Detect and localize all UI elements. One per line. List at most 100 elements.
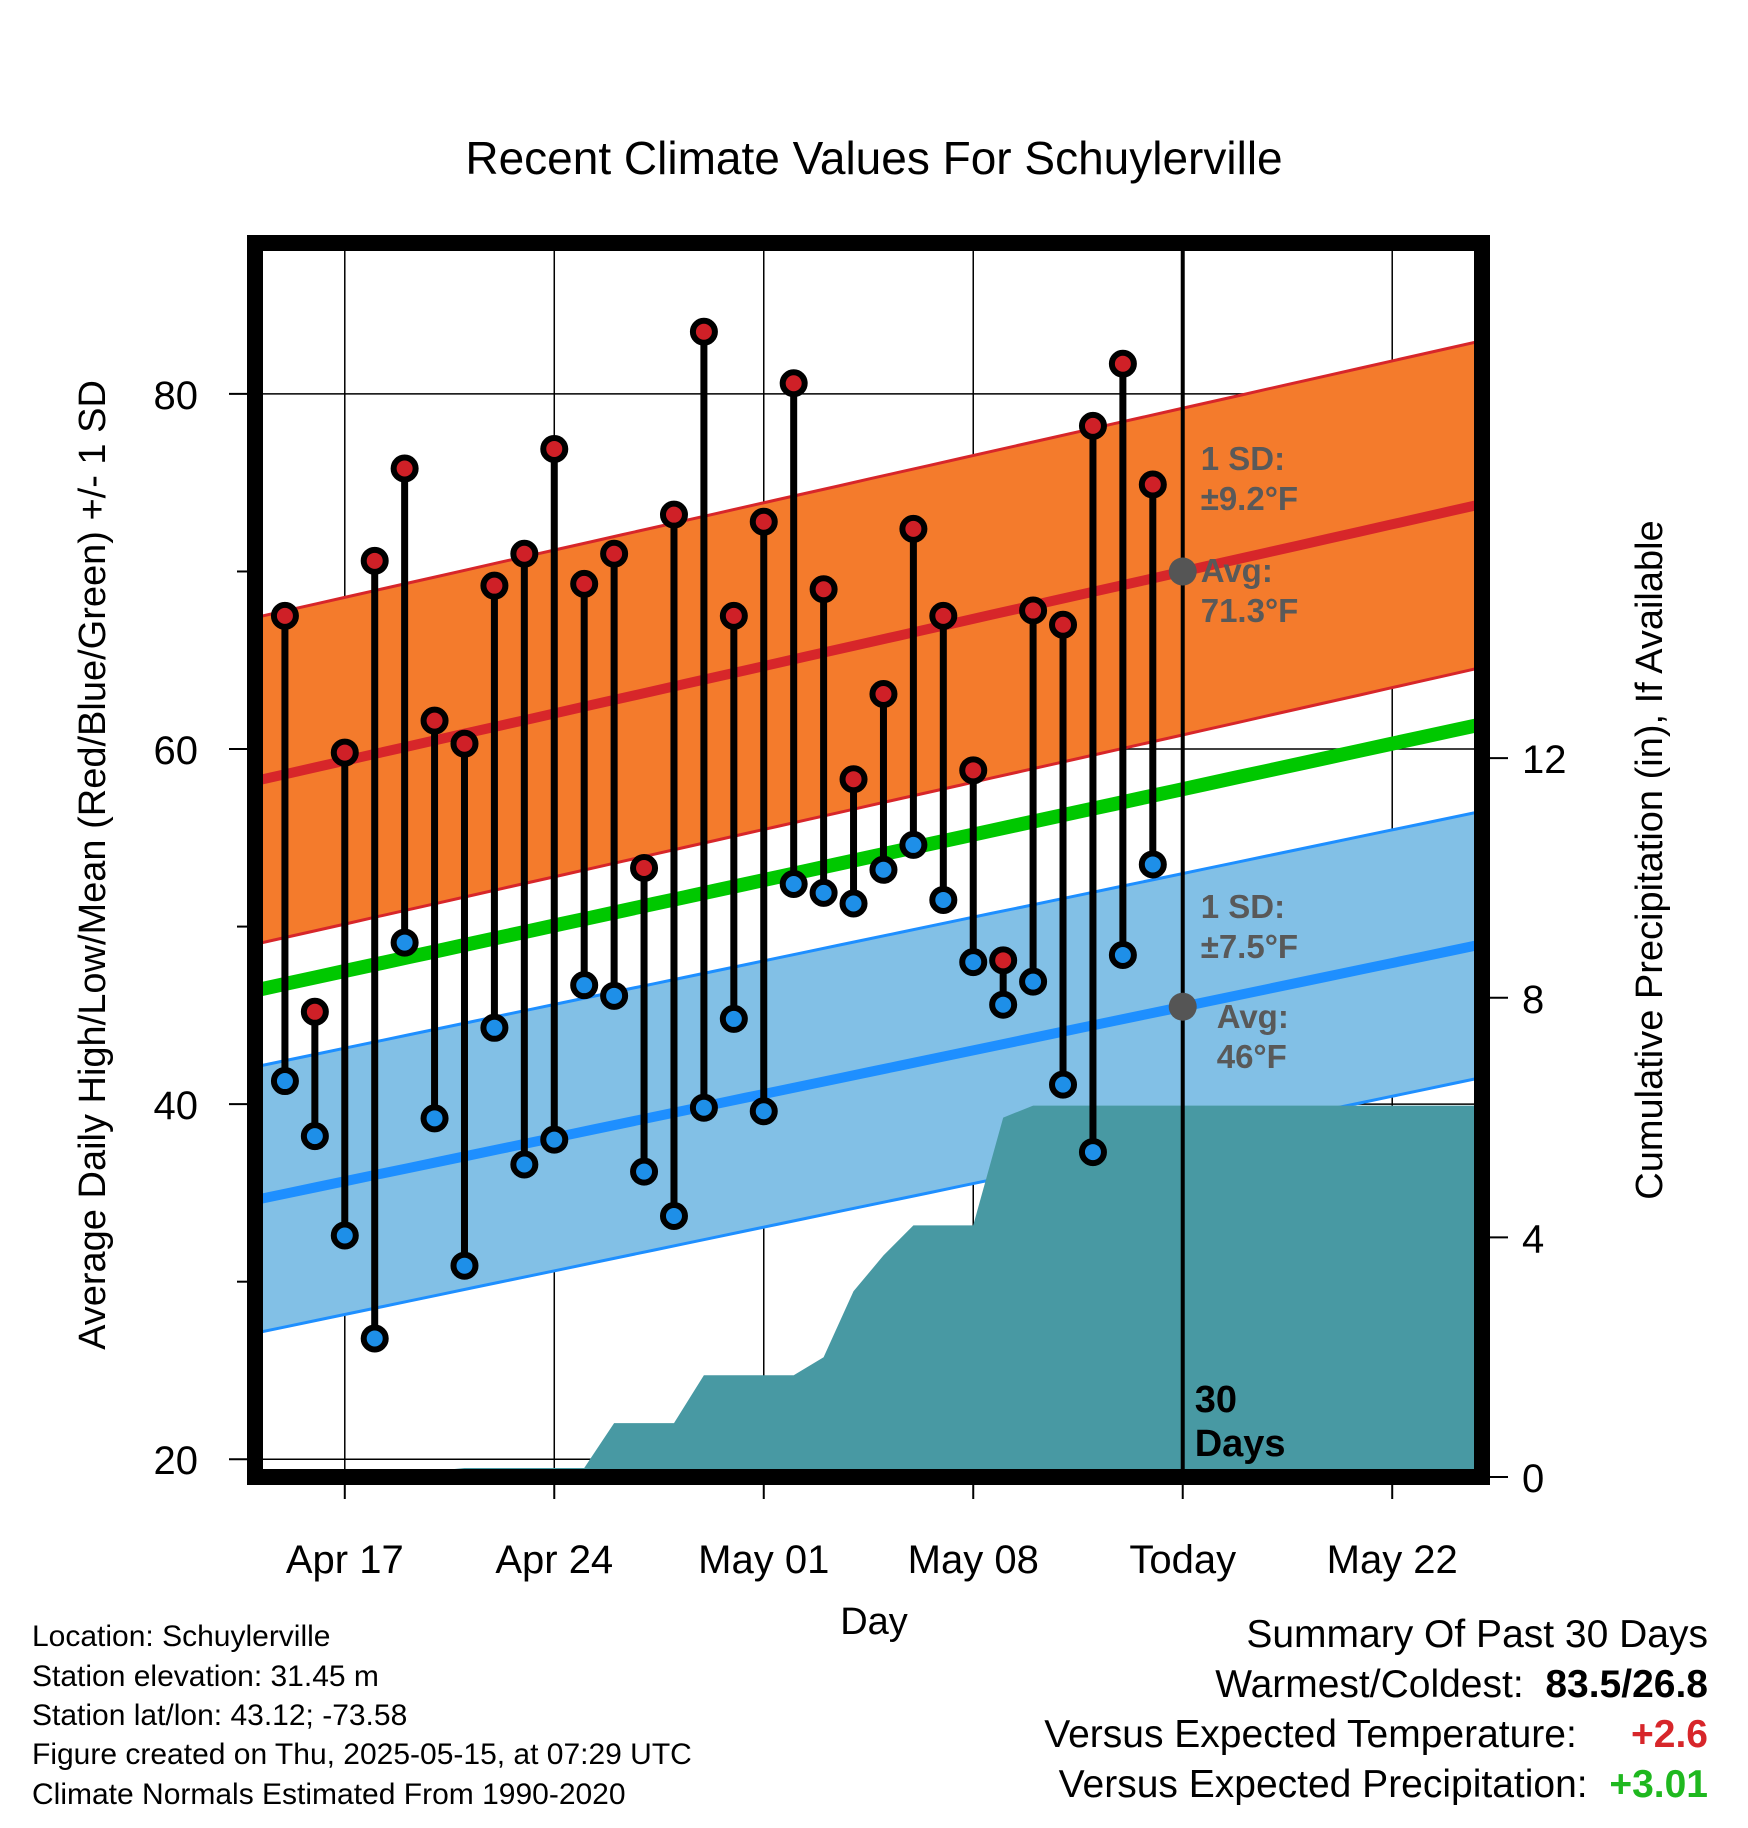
low-temp-point <box>989 990 1018 1019</box>
low-temp-point <box>899 830 928 859</box>
low-temp-point <box>390 928 419 957</box>
high-sd-annotation-value: ±9.2°F <box>1201 480 1298 517</box>
x-axis-label: Day <box>840 1601 908 1643</box>
low-temp-point <box>1108 940 1137 969</box>
low-sd-band-upper-edge <box>255 809 1482 1069</box>
high-temp-point <box>540 434 569 463</box>
low-temp-point <box>270 1067 299 1096</box>
high-avg-annotation: Avg: <box>1201 552 1273 589</box>
y-axis-label-left: Average Daily High/Low/Mean (Red/Blue/Gr… <box>72 380 114 1350</box>
high-temp-point <box>390 454 419 483</box>
x-tick-label: Apr 17 <box>286 1538 404 1582</box>
high-temp-point <box>749 507 778 536</box>
high-sd-annotation: 1 SD: <box>1201 440 1285 477</box>
x-tick-label: Today <box>1129 1538 1236 1582</box>
high-temp-point <box>510 539 539 568</box>
low-temp-point <box>360 1324 389 1353</box>
high-avg-annotation-value: 71.3°F <box>1201 592 1299 629</box>
high-temp-point <box>1138 470 1167 499</box>
low-temp-point <box>600 981 629 1010</box>
low-temp-point <box>420 1104 449 1133</box>
created-text: Figure created on Thu, 2025-05-15, at 07… <box>32 1738 692 1771</box>
x-tick-label: May 08 <box>908 1538 1039 1582</box>
low-temp-point <box>659 1201 688 1230</box>
location-text: Location: Schuylerville <box>32 1620 331 1653</box>
window-days-label: Days <box>1195 1423 1286 1465</box>
summary-warm-cold: Warmest/Coldest: 83.5/26.8 <box>1215 1663 1708 1707</box>
y-axis-label-right: Cumulative Precipitation (in), If Availa… <box>1629 520 1671 1199</box>
high-temp-point <box>659 500 688 529</box>
low-avg-annotation: Avg: <box>1217 998 1289 1035</box>
warm-cold-label: Warmest/Coldest: <box>1215 1663 1524 1706</box>
summary-temp: Versus Expected Temperature: +2.6 <box>1044 1713 1708 1757</box>
high-temp-point <box>989 946 1018 975</box>
low-sd-annotation: 1 SD: <box>1201 888 1285 925</box>
y-tick-label-left: 80 <box>154 374 199 418</box>
y-tick-label-right: 4 <box>1522 1217 1544 1261</box>
precip-value: +3.01 <box>1609 1763 1708 1806</box>
y-tick-label-right: 8 <box>1522 978 1544 1022</box>
high-temp-point <box>1078 411 1107 440</box>
high-temp-point <box>630 853 659 882</box>
high-temp-point <box>1108 349 1137 378</box>
temp-label: Versus Expected Temperature: <box>1044 1713 1577 1756</box>
warm-cold-value: 83.5/26.8 <box>1545 1663 1708 1706</box>
high-temp-point <box>689 317 718 346</box>
window-days-number: 30 <box>1195 1379 1237 1421</box>
high-temp-point <box>420 706 449 735</box>
y-tick-label-right: 12 <box>1522 738 1567 782</box>
high-temp-point <box>959 756 988 785</box>
low-temp-point <box>779 869 808 898</box>
low-temp-point <box>1019 967 1048 996</box>
high-temp-point <box>899 514 928 543</box>
high-sd-band-lower-edge <box>255 665 1482 946</box>
low-temp-point <box>1078 1138 1107 1167</box>
latlon-text: Station lat/lon: 43.12; -73.58 <box>32 1699 408 1732</box>
high-temp-point <box>600 539 629 568</box>
high-temp-point <box>809 575 838 604</box>
normal-low-line <box>255 939 1482 1205</box>
low-temp-point <box>540 1125 569 1154</box>
low-temp-point <box>959 948 988 977</box>
low-sd-annotation-value: ±7.5°F <box>1201 928 1298 965</box>
high-temp-point <box>480 571 509 600</box>
x-tick-label: May 22 <box>1327 1538 1458 1582</box>
precip-area <box>255 1105 1482 1477</box>
high-temp-point <box>1019 596 1048 625</box>
temp-value: +2.6 <box>1631 1713 1708 1756</box>
high-temp-point <box>270 601 299 630</box>
y-tick-label-right: 0 <box>1522 1457 1544 1501</box>
normals-text: Climate Normals Estimated From 1990-2020 <box>32 1778 626 1811</box>
high-temp-point <box>1049 610 1078 639</box>
low-temp-point <box>630 1157 659 1186</box>
summary-heading: Summary Of Past 30 Days <box>1246 1613 1708 1656</box>
chart-title: Recent Climate Values For Schuylerville <box>465 132 1282 184</box>
high-temp-point <box>839 765 868 794</box>
x-tick-label: May 01 <box>698 1538 829 1582</box>
x-tick-label: Apr 24 <box>495 1538 613 1582</box>
plot-frame <box>247 235 1490 1485</box>
high-temp-point <box>360 546 389 575</box>
high-temp-point <box>570 569 599 598</box>
low-temp-point <box>510 1150 539 1179</box>
low-temp-point <box>749 1097 778 1126</box>
summary-precip: Versus Expected Precipitation: +3.01 <box>1059 1763 1708 1807</box>
high-temp-point <box>779 369 808 398</box>
high-temp-point <box>450 729 479 758</box>
low-temp-point <box>330 1221 359 1250</box>
low-temp-point <box>869 855 898 884</box>
today-low-marker <box>1168 992 1197 1021</box>
low-temp-point <box>809 878 838 907</box>
high-sd-band-upper-edge <box>255 339 1482 620</box>
high-temp-point <box>719 601 748 630</box>
elevation-text: Station elevation: 31.45 m <box>32 1660 379 1693</box>
high-temp-point <box>330 738 359 767</box>
high-temp-point <box>869 679 898 708</box>
y-tick-label-left: 60 <box>154 729 199 773</box>
high-temp-point <box>300 997 329 1026</box>
y-tick-label-left: 40 <box>154 1084 199 1128</box>
low-temp-point <box>450 1251 479 1280</box>
low-temp-point <box>839 889 868 918</box>
